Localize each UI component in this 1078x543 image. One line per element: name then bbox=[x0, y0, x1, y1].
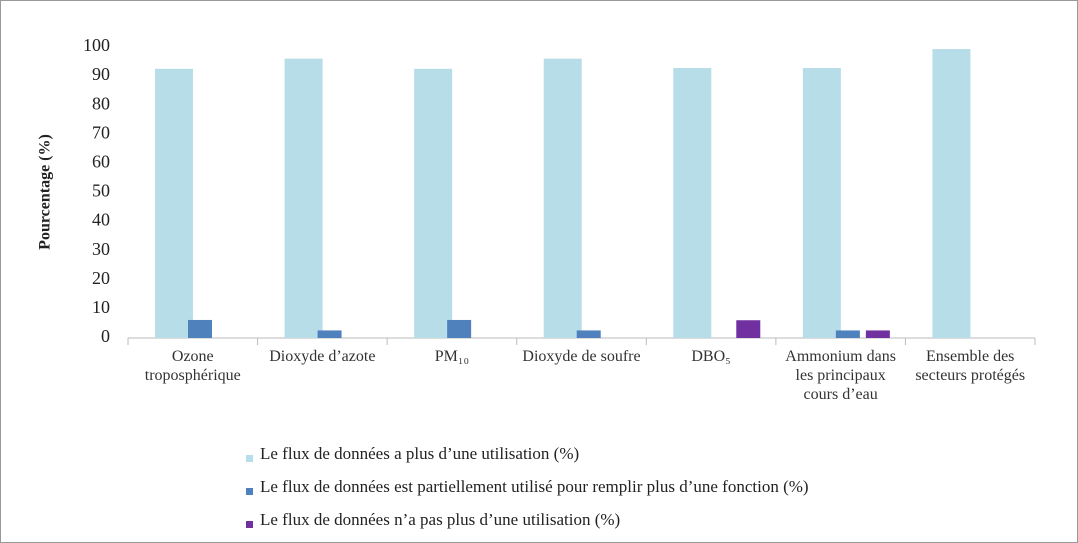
y-tick-label: 30 bbox=[92, 239, 110, 259]
bar bbox=[284, 58, 323, 338]
bar bbox=[155, 68, 193, 338]
bar bbox=[414, 68, 453, 338]
y-tick-label: 100 bbox=[83, 35, 110, 55]
y-tick-label: 80 bbox=[92, 93, 110, 113]
x-tick-label: Dioxyde de soufre bbox=[522, 348, 641, 365]
bar bbox=[736, 320, 761, 338]
y-tick-label: 70 bbox=[92, 122, 110, 142]
bar bbox=[188, 319, 212, 338]
bar bbox=[932, 49, 971, 339]
x-tick-label: Ensemble des secteurs protégés bbox=[915, 348, 1026, 384]
bar bbox=[673, 67, 712, 339]
y-tick-label: 50 bbox=[92, 181, 110, 201]
legend-swatch bbox=[246, 521, 253, 528]
x-tick-label: DBO₅ bbox=[691, 348, 731, 365]
y-tick-label: 40 bbox=[92, 210, 110, 230]
y-tick-label: 10 bbox=[92, 297, 110, 317]
legend-label: Le flux de données a plus d’une utilisat… bbox=[260, 444, 579, 463]
bar bbox=[802, 67, 841, 339]
bar bbox=[835, 330, 860, 338]
legend-swatch bbox=[246, 455, 253, 462]
x-tick-label: Ozone troposphérique bbox=[144, 348, 241, 384]
bar bbox=[543, 58, 582, 338]
bar bbox=[576, 330, 601, 338]
bar bbox=[447, 319, 472, 338]
y-tick-label: 90 bbox=[92, 64, 110, 84]
legend-label: Le flux de données n’a pas plus d’une ut… bbox=[260, 510, 620, 529]
y-axis-label: Pourcentage (%) bbox=[37, 134, 54, 250]
x-tick-label: PM₁₀ bbox=[434, 348, 470, 365]
legend-label: Le flux de données est partiellement uti… bbox=[260, 477, 809, 496]
bar bbox=[865, 330, 890, 338]
bar bbox=[317, 330, 342, 338]
y-tick-label: 60 bbox=[92, 152, 110, 172]
x-tick-label: Dioxyde d’azote bbox=[269, 348, 376, 365]
x-tick-label: Ammonium dans les principaux cours d’eau bbox=[785, 348, 896, 403]
y-tick-label: 20 bbox=[92, 268, 110, 288]
legend-swatch bbox=[246, 488, 253, 495]
y-tick-label: 0 bbox=[101, 326, 110, 346]
